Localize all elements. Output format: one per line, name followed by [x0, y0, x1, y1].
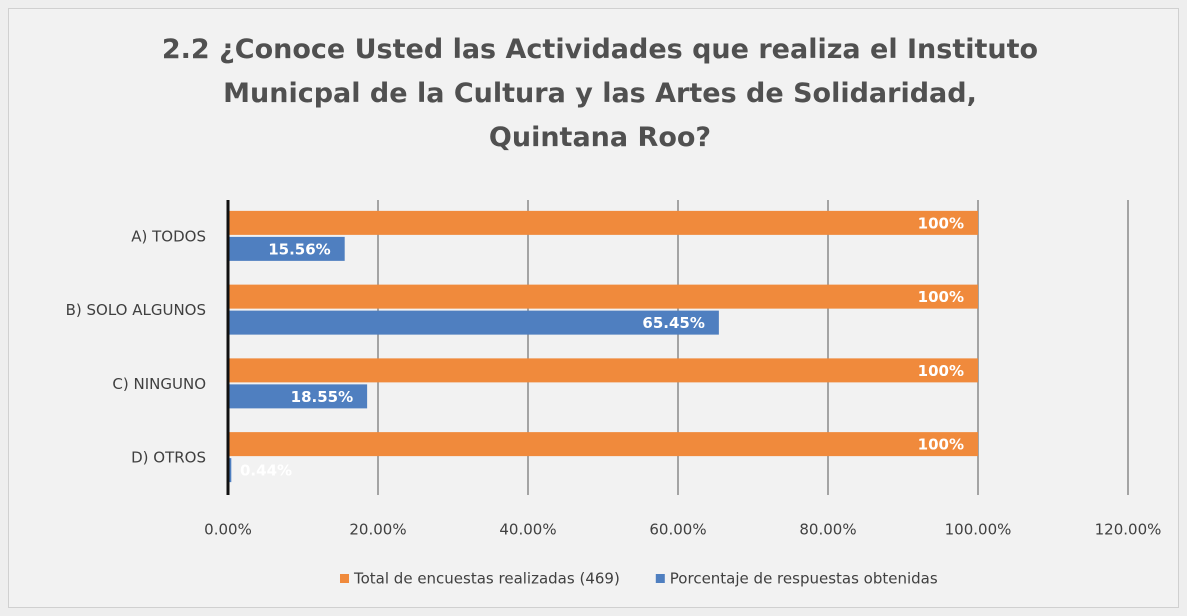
bar	[228, 358, 978, 383]
legend-label: Total de encuestas realizadas (469)	[353, 570, 620, 588]
bar	[228, 458, 232, 483]
y-tick-label: C) NINGUNO	[112, 375, 206, 393]
value-label: 100%	[918, 288, 964, 306]
bar	[228, 384, 368, 409]
x-tick-label: 0.00%	[204, 521, 252, 539]
value-label: 100%	[918, 362, 964, 380]
x-tick-label: 80.00%	[799, 521, 856, 539]
value-label: 65.45%	[642, 314, 704, 332]
value-label: 100%	[918, 436, 964, 454]
bar	[228, 210, 978, 235]
value-label: 18.55%	[291, 388, 353, 406]
chart-title: 2.2 ¿Conoce Usted las Actividades que re…	[161, 34, 1039, 153]
x-tick-label: 120.00%	[1095, 521, 1162, 539]
legend-swatch	[340, 574, 349, 583]
x-tick-label: 60.00%	[649, 521, 706, 539]
x-tick-label: 20.00%	[349, 521, 406, 539]
legend-label: Porcentaje de respuestas obtenidas	[670, 570, 938, 588]
bar	[228, 310, 719, 335]
legend-swatch	[655, 574, 665, 583]
x-tick-label: 40.00%	[499, 521, 556, 539]
x-tick-label: 100.00%	[945, 521, 1012, 539]
y-tick-label: D) OTROS	[131, 449, 206, 467]
value-label: 15.56%	[268, 240, 330, 258]
y-tick-label: B) SOLO ALGUNOS	[66, 301, 206, 319]
bar	[228, 432, 978, 457]
y-tick-label: A) TODOS	[131, 227, 206, 245]
value-label: 0.44%	[240, 462, 292, 480]
bar	[228, 284, 978, 309]
value-label: 100%	[918, 214, 964, 232]
bar	[228, 236, 345, 261]
